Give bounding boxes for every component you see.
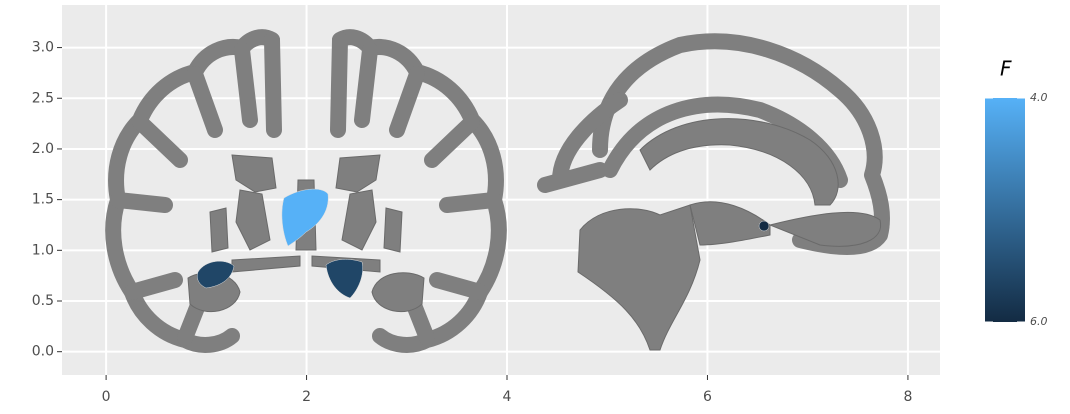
x-tick-label: 8 — [903, 389, 912, 405]
y-tick-label: 0.5 — [32, 293, 54, 309]
y-tick-label: 3.0 — [32, 40, 54, 56]
chart: 0 2 4 6 8 0.0 0.5 1.0 1.5 2.0 2.5 3.0 F 4.0 6.0 — [0, 0, 1070, 410]
region — [759, 221, 769, 231]
y-tick-label: 2.5 — [32, 90, 54, 106]
colorbar-label: 6.0 — [1030, 315, 1048, 328]
y-tick-label: 1.0 — [32, 242, 54, 258]
x-tick-label: 2 — [302, 389, 311, 405]
y-tick-label: 0.0 — [32, 344, 54, 360]
colorbar-label: 4.0 — [1030, 91, 1048, 104]
x-tick-label: 0 — [102, 389, 111, 405]
y-tick-label: 1.5 — [32, 192, 54, 208]
x-tick-label: 6 — [703, 389, 712, 405]
legend-title: F — [1000, 57, 1012, 81]
colorbar — [985, 98, 1025, 322]
y-tick-label: 2.0 — [32, 141, 54, 157]
x-tick-label: 4 — [503, 389, 512, 405]
